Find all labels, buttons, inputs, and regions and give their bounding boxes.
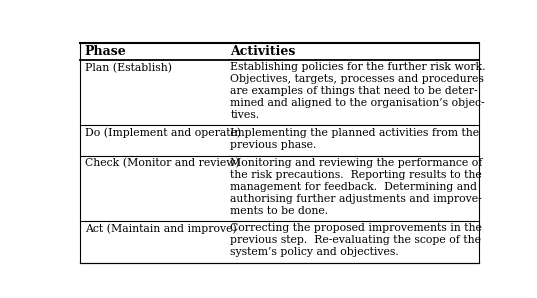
Text: Activities: Activities [230,45,296,58]
Text: Plan (Establish): Plan (Establish) [85,63,172,73]
Text: Correcting the proposed improvements in the
previous step.  Re-evaluating the sc: Correcting the proposed improvements in … [230,223,482,257]
Text: Establishing policies for the further risk work.
Objectives, targets, processes : Establishing policies for the further ri… [230,63,486,120]
Text: Act (Maintain and improve): Act (Maintain and improve) [85,223,236,234]
Text: Monitoring and reviewing the performance of
the risk precautions.  Reporting res: Monitoring and reviewing the performance… [230,158,483,216]
Text: Do (Implement and operate): Do (Implement and operate) [85,128,241,138]
Text: Implementing the planned activities from the
previous phase.: Implementing the planned activities from… [230,128,480,150]
Text: Check (Monitor and review): Check (Monitor and review) [85,158,240,168]
Text: Phase: Phase [85,45,126,58]
